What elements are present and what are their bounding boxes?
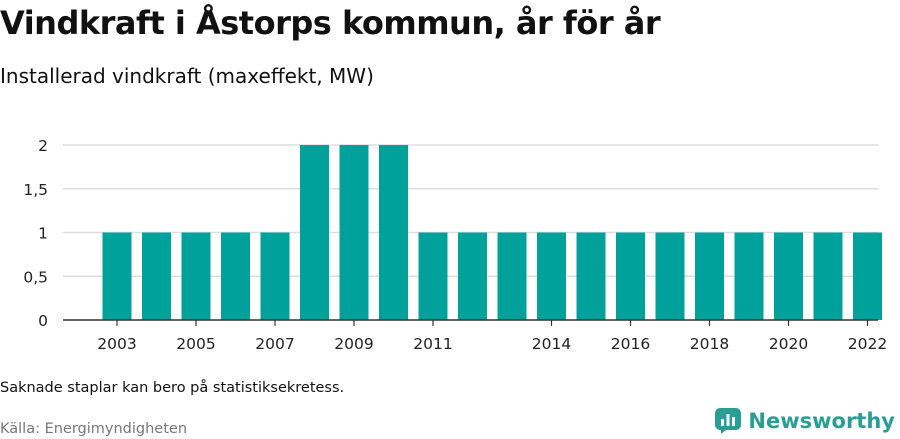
bar [418, 232, 448, 320]
bar [813, 232, 843, 320]
y-tick-label: 0 [38, 312, 48, 330]
y-tick-label: 1 [38, 225, 48, 243]
x-tick-label: 2007 [255, 335, 294, 353]
bar [379, 145, 408, 320]
newsworthy-logo-icon [715, 408, 742, 434]
bar [458, 232, 487, 320]
y-tick-label: 0,5 [23, 268, 48, 286]
bar [853, 232, 882, 320]
bar-chart: 0 0,5 1 1,5 2 2003 2005 2007 2009 2011 2014 2016 201… [23, 137, 887, 353]
x-tick-label: 2009 [334, 335, 373, 353]
x-tick-label: 2005 [176, 335, 215, 353]
bar [181, 232, 211, 320]
bar [102, 232, 132, 320]
y-tick-label: 2 [38, 137, 48, 155]
x-tick-label: 2016 [611, 335, 650, 353]
x-tick-label: 2014 [532, 335, 571, 353]
y-tick-label: 1,5 [23, 181, 48, 199]
brand-name: Newsworthy [748, 409, 895, 433]
footnote: Saknade staplar kan bero på statistiksek… [0, 380, 345, 396]
x-tick-label: 2011 [413, 335, 452, 353]
bar [576, 232, 606, 320]
bar [774, 232, 803, 320]
bar [339, 145, 369, 320]
chart-subtitle: Installerad vindkraft (maxeffekt, MW) [0, 64, 374, 88]
x-tick-label: 2003 [97, 335, 136, 353]
bar [616, 232, 645, 320]
source-text: Källa: Energimyndigheten [0, 421, 188, 437]
chart-title: Vindkraft i Åstorps kommun, år för år [0, 4, 661, 42]
newsworthy-logo: Newsworthy [715, 408, 895, 434]
bar [260, 232, 290, 320]
bar [695, 232, 724, 320]
bar [497, 232, 527, 320]
x-tick-label: 2022 [848, 335, 887, 353]
bar [300, 145, 329, 320]
x-tick-label: 2018 [690, 335, 729, 353]
bar [655, 232, 685, 320]
bar [221, 232, 250, 320]
x-tick-label: 2020 [769, 335, 808, 353]
bar [734, 232, 764, 320]
bar [537, 232, 566, 320]
bar [142, 232, 171, 320]
